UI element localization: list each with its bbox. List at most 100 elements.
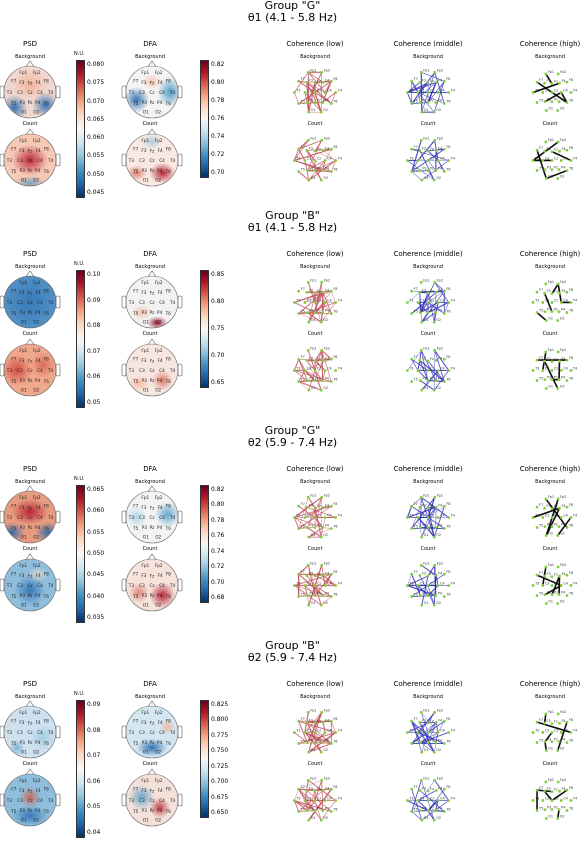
svg-text:F8: F8 (333, 145, 337, 149)
svg-text:F3: F3 (422, 78, 426, 82)
svg-text:T3: T3 (534, 796, 539, 800)
svg-text:P3: P3 (309, 739, 313, 743)
svg-text:C3: C3 (545, 366, 550, 370)
svg-text:T6: T6 (445, 593, 450, 597)
svg-text:Fz: Fz (317, 572, 321, 576)
row-label-background: Background (398, 54, 458, 60)
svg-text:P3: P3 (422, 99, 426, 103)
svg-text:C3: C3 (545, 581, 550, 585)
svg-text:Fp2: Fp2 (324, 708, 330, 712)
svg-text:Fz: Fz (150, 573, 155, 578)
svg-text:Pz: Pz (554, 738, 558, 742)
svg-text:O2: O2 (436, 386, 441, 390)
svg-text:T4: T4 (450, 513, 455, 517)
svg-text:Pz: Pz (150, 808, 156, 813)
svg-text:T3: T3 (408, 88, 413, 92)
svg-text:T3: T3 (6, 515, 13, 520)
svg-text:C4: C4 (159, 158, 165, 163)
svg-text:Fp1: Fp1 (548, 70, 554, 74)
svg-text:T3: T3 (128, 583, 135, 588)
dfa-colorbar-tick: 0.72 (211, 563, 224, 570)
dfa-colorbar-tick: 0.70 (211, 579, 224, 586)
svg-text:C3: C3 (545, 513, 550, 517)
svg-text:Fz: Fz (430, 79, 434, 83)
svg-text:F4: F4 (561, 147, 565, 151)
svg-text:C3: C3 (17, 583, 23, 588)
svg-text:F7: F7 (414, 570, 418, 574)
row-label-background: Background (520, 694, 580, 700)
psd-colorbar-tick: 0.050 (87, 550, 104, 557)
svg-text:T6: T6 (568, 592, 573, 596)
svg-text:Cz: Cz (430, 513, 434, 517)
svg-text:C4: C4 (563, 88, 568, 92)
svg-text:Fp2: Fp2 (437, 561, 443, 565)
svg-text:O2: O2 (560, 174, 565, 178)
svg-text:Fz: Fz (554, 80, 558, 84)
svg-text:P4: P4 (35, 593, 41, 598)
svg-text:F8: F8 (44, 787, 49, 792)
svg-text:T5: T5 (413, 808, 418, 812)
svg-text:P3: P3 (547, 376, 551, 380)
column-title-coh_high: Coherence (high) (510, 250, 585, 258)
svg-text:F3: F3 (309, 503, 313, 507)
svg-text:P4: P4 (561, 98, 565, 102)
svg-text:O1: O1 (424, 748, 429, 752)
svg-text:Cz: Cz (554, 88, 558, 92)
psd-colorbar-unit: N.U. (74, 691, 85, 697)
svg-text:O2: O2 (323, 601, 328, 605)
svg-text:T3: T3 (408, 156, 413, 160)
svg-text:C4: C4 (37, 515, 43, 520)
svg-text:Cz: Cz (149, 730, 155, 735)
svg-text:Fp1: Fp1 (141, 348, 149, 353)
svg-text:P4: P4 (561, 308, 565, 312)
svg-text:Cz: Cz (554, 728, 558, 732)
svg-text:T6: T6 (332, 525, 337, 529)
svg-text:Fp1: Fp1 (19, 348, 27, 353)
svg-text:C3: C3 (420, 581, 425, 585)
svg-text:F8: F8 (446, 355, 450, 359)
dfa-colorbar-tick: 0.74 (211, 133, 224, 140)
svg-text:T5: T5 (538, 167, 543, 171)
svg-text:F8: F8 (44, 79, 49, 84)
svg-text:F4: F4 (561, 357, 565, 361)
svg-text:P4: P4 (325, 592, 329, 596)
dfa-colorbar-tick: 0.78 (211, 517, 224, 524)
svg-text:O2: O2 (436, 748, 441, 752)
svg-text:Fz: Fz (28, 358, 33, 363)
svg-text:Pz: Pz (28, 525, 34, 530)
svg-text:F7: F7 (414, 717, 418, 721)
svg-text:Fp2: Fp2 (155, 138, 163, 143)
svg-text:F4: F4 (438, 78, 442, 82)
svg-text:Fp1: Fp1 (310, 136, 316, 140)
svg-text:Pz: Pz (554, 591, 558, 595)
svg-text:Fp2: Fp2 (33, 778, 41, 783)
svg-text:T3: T3 (295, 581, 300, 585)
svg-text:C4: C4 (440, 796, 445, 800)
svg-text:Fp1: Fp1 (548, 710, 554, 714)
dfa-colorbar-tick: 0.76 (211, 115, 224, 122)
svg-text:T4: T4 (572, 581, 577, 585)
dfa-colorbar-tick: 0.700 (211, 778, 228, 785)
svg-text:O1: O1 (311, 386, 316, 390)
svg-text:Pz: Pz (150, 310, 156, 315)
svg-text:C3: C3 (17, 730, 23, 735)
svg-text:O1: O1 (548, 174, 553, 178)
svg-text:P4: P4 (157, 100, 163, 105)
row-label-count: Count (520, 761, 580, 767)
svg-text:Pz: Pz (554, 166, 558, 170)
band-title: θ2 (5.9 - 7.4 Hz) (0, 652, 585, 664)
svg-text:C4: C4 (327, 796, 332, 800)
dfa-colorbar-tick: 0.82 (211, 61, 224, 68)
svg-text:O2: O2 (33, 320, 39, 325)
svg-text:Pz: Pz (150, 378, 156, 383)
svg-text:F7: F7 (539, 288, 543, 292)
svg-text:Fz: Fz (554, 573, 558, 577)
svg-text:F7: F7 (11, 572, 16, 577)
svg-text:Pz: Pz (554, 806, 558, 810)
svg-text:Cz: Cz (27, 90, 33, 95)
svg-text:O2: O2 (323, 533, 328, 537)
svg-text:F3: F3 (309, 786, 313, 790)
svg-text:Fp2: Fp2 (33, 495, 41, 500)
svg-text:P4: P4 (35, 310, 41, 315)
